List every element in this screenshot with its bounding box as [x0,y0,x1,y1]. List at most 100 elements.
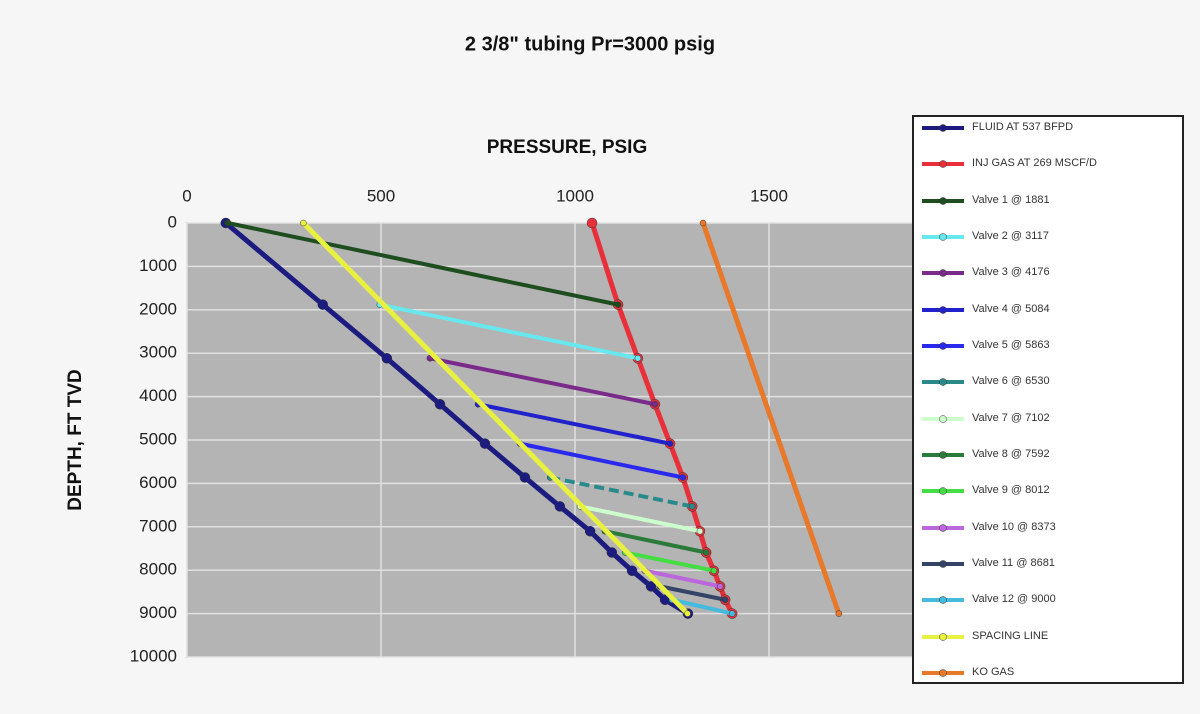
y-tick-label: 0 [168,212,177,231]
data-point [584,525,596,537]
y-tick-label: 10000 [130,646,177,665]
data-point [835,610,843,617]
legend-item: KO GAS [920,666,1182,679]
legend-marker [939,233,947,241]
legend-marker [939,378,947,387]
legend-item: INJ GAS AT 269 MSCF/D [920,157,1182,170]
legend-swatch [922,560,964,568]
data-point [381,353,393,364]
data-point [651,400,659,408]
y-tick-label: 5000 [139,429,177,448]
legend-item: SPACING LINE [920,630,1182,643]
series-line [379,302,639,361]
legend: FLUID AT 537 BFPD INJ GAS AT 269 MSCF/D Va… [912,115,1184,684]
legend-label: Valve 2 @ 3117 [972,230,1049,242]
data-point [645,581,657,592]
legend-label: Valve 8 @ 7592 [972,448,1050,460]
legend-label: Valve 3 @ 4176 [972,266,1050,279]
data-point [699,219,707,227]
data-point [434,398,446,410]
legend-item: Valve 6 @ 6530 [920,375,1182,388]
series-line [429,356,656,407]
y-tick-label: 3000 [139,343,177,362]
legend-item: Valve 11 @ 8681 [920,557,1182,570]
data-point [606,547,618,558]
legend-swatch [922,269,964,278]
legend-label: KO GAS [972,666,1015,678]
legend-item: FLUID AT 537 BFPD [920,121,1182,134]
legend-item: Valve 7 @ 7102 [920,412,1182,425]
legend-label: SPACING LINE [972,629,1049,642]
data-point [716,583,724,590]
legend-item: Valve 10 @ 8373 [920,521,1182,534]
legend-label: Valve 7 @ 7102 [972,411,1050,424]
legend-marker [939,414,947,423]
legend-item: Valve 3 @ 4176 [920,266,1182,279]
series-line [644,568,721,589]
chart-title: 2 3/8" tubing Pr=3000 psig [465,33,715,55]
legend-marker [939,124,947,132]
legend-item: Valve 9 @ 8012 [920,484,1182,497]
y-tick-label: 6000 [139,473,177,492]
series-line [604,529,707,555]
legend-label: Valve 4 @ 5084 [972,302,1050,315]
data-point [688,503,696,510]
legend-label: Valve 1 @ 1881 [972,193,1050,206]
legend-label: FLUID AT 537 BFPD [972,121,1074,133]
data-point [721,596,729,604]
legend-swatch [922,233,964,241]
legend-label: Valve 12 @ 9000 [972,593,1056,606]
data-point [479,438,491,449]
legend-item: Valve 8 @ 7592 [920,448,1182,461]
data-point [426,355,434,362]
data-point [728,610,736,617]
data-point [626,565,638,576]
legend-swatch [922,414,964,423]
legend-label: Valve 6 @ 6530 [972,375,1050,388]
y-tick-label: 4000 [139,386,177,405]
series-line [519,441,684,480]
legend-item: Valve 1 @ 1881 [920,194,1182,207]
legend-swatch [922,632,964,641]
legend-marker [939,560,947,568]
data-point [666,440,674,447]
x-tick-label: 1000 [556,186,594,205]
legend-label: Valve 10 @ 8373 [972,520,1056,533]
legend-swatch [922,160,964,169]
legend-swatch [922,596,964,605]
data-point [224,219,231,227]
legend-label: Valve 11 @ 8681 [972,557,1055,569]
y-tick-label: 7000 [139,516,177,535]
data-point [679,474,687,481]
x-tick-label: 0 [182,186,191,205]
legend-swatch [922,487,964,496]
legend-swatch [922,523,964,532]
legend-swatch [922,124,964,132]
legend-marker [939,596,947,605]
legend-item: Valve 4 @ 5084 [920,303,1182,316]
x-axis-title: PRESSURE, PSIG [487,137,648,158]
y-tick-label: 2000 [139,299,177,318]
data-point [710,567,718,574]
legend-item: Valve 12 @ 9000 [920,593,1182,606]
legend-item: Valve 5 @ 5863 [920,339,1182,352]
data-point [684,610,691,617]
data-point [702,549,710,556]
legend-marker [939,160,947,169]
data-point [634,355,642,362]
y-tick-label: 9000 [139,603,177,622]
data-point [586,217,598,229]
legend-item: Valve 2 @ 3117 [920,230,1182,243]
series-line [671,597,733,616]
series-line [659,584,726,602]
data-point [519,472,531,483]
legend-swatch [922,305,964,314]
legend-marker [939,632,947,641]
data-point [554,501,566,512]
data-point [300,219,307,227]
legend-swatch [922,669,964,677]
series-line [624,550,715,573]
legend-marker [939,523,947,532]
legend-swatch [922,342,964,350]
